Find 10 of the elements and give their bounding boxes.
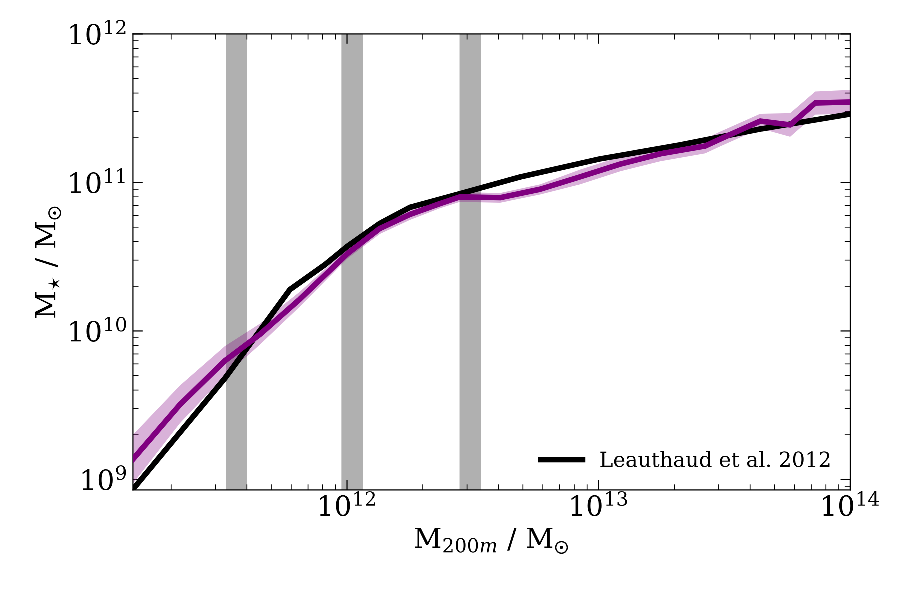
y-axis-title: M$_{⋆}$ / M$_{☉}$ <box>35 206 62 318</box>
x-tick-label: 10$^{13}$ <box>572 491 628 516</box>
y-tick-label: 10$^{9}$ <box>82 466 126 490</box>
x-axis-title: M$_{200m}$ / M$_{☉}$ <box>415 528 568 554</box>
y-tick-label: 10$^{11}$ <box>70 168 125 194</box>
legend-label: Leauthaud et al. 2012 <box>600 451 830 468</box>
y-tick-label: 10$^{10}$ <box>70 317 126 342</box>
x-tick-label: 10$^{12}$ <box>320 491 376 516</box>
y-tick-label: 10$^{12}$ <box>70 20 126 45</box>
x-tick-label: 10$^{14}$ <box>823 491 880 516</box>
